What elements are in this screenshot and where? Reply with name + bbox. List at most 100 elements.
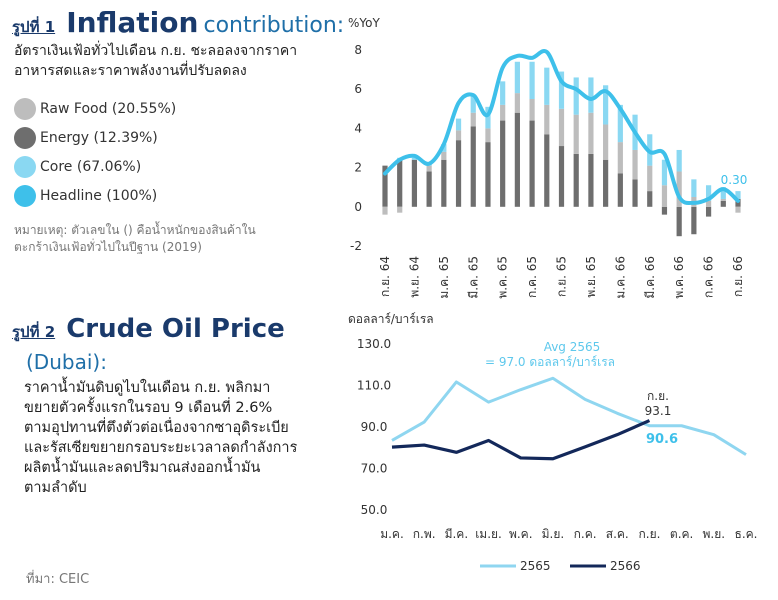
core-swatch (14, 156, 36, 178)
bar-core (514, 61, 520, 94)
x-tick-label: พ.ค. 66 (672, 256, 686, 299)
sep-2565-value-label: 90.6 (646, 432, 678, 447)
bar-raw-food (720, 198, 726, 201)
x-tick-label: ต.ค. (670, 527, 693, 541)
x-tick-label: มี.ค. 65 (466, 256, 480, 299)
bar-core (588, 77, 594, 113)
bar-energy (617, 173, 623, 207)
x-tick-label: พ.ย. (703, 527, 726, 541)
x-tick-label: ก.ย. 64 (378, 256, 392, 297)
bar-energy (529, 120, 535, 207)
bar-raw-food (735, 206, 741, 213)
bar-raw-food (573, 114, 579, 154)
bar-energy (485, 142, 491, 207)
avg-2565-label-line1: Avg 2565 (544, 340, 601, 354)
figure1-unit: %YoY (348, 16, 380, 30)
x-tick-label: ก.ย. 66 (731, 256, 745, 297)
y-tick-label: 130.0 (357, 337, 391, 351)
bar-raw-food (470, 112, 476, 127)
bar-raw-food (397, 206, 403, 213)
x-tick-label: ม.ค. 66 (613, 256, 627, 299)
x-tick-label: ก.ค. 66 (702, 256, 716, 298)
bar-energy (603, 159, 609, 207)
bar-core (500, 81, 506, 105)
figure2-desc-line: ตามอุปทานที่ตึงตัวต่อเนื่องจากซาอุดิระเบ… (24, 420, 289, 436)
bar-core (720, 187, 726, 199)
bar-energy (382, 165, 388, 207)
x-tick-label: พ.ย. 64 (407, 256, 421, 298)
bar-energy (426, 171, 432, 207)
sep-2566-label-line2: 93.1 (645, 404, 672, 418)
x-tick-label: ก.พ. (413, 527, 436, 541)
bar-raw-food (617, 142, 623, 174)
bar-energy (705, 206, 712, 217)
bar-raw-food (485, 128, 491, 143)
bar-raw-food (603, 124, 609, 160)
bar-energy (691, 206, 697, 235)
figure2-title-bold: Crude Oil Price (66, 314, 285, 344)
bar-energy (500, 120, 506, 207)
legend-core: Core (67.06%) (14, 156, 141, 178)
legend-raw-food: Raw Food (20.55%) (14, 98, 176, 120)
headline-last-value-label: 0.30 (721, 173, 748, 187)
figure2-unit: ดอลลาร์/บาร์เรล (348, 312, 434, 326)
legend-label-2565: 2565 (520, 559, 551, 573)
figure2-desc-line: ผลิตน้ำมันและลดปริมาณส่งออกน้ำมัน (24, 460, 261, 476)
figure1-desc-line2: อาหารสดและราคาพลังงานที่ปรับลดลง (14, 63, 247, 79)
legend-energy: Energy (12.39%) (14, 127, 158, 149)
figure2-desc: ราคาน้ำมันดิบดูไบในเดือน ก.ย. พลิกมา ขยา… (24, 378, 344, 498)
figure1-note-line2: ตะกร้าเงินเฟ้อทั่วไปในปีฐาน (2019) (14, 240, 202, 254)
figure2-heading: รูปที่ 2 Crude Oil Price (12, 314, 285, 344)
figure2-label: รูปที่ 2 (12, 323, 56, 341)
bar-energy (661, 206, 668, 215)
bar-core (617, 104, 623, 143)
legend-energy-label: Energy (12.39%) (40, 130, 158, 146)
bar-core (470, 95, 476, 113)
bar-energy (455, 140, 462, 207)
bar-core (411, 157, 418, 160)
y-tick-label: 6 (354, 82, 362, 96)
bar-core (661, 159, 668, 186)
y-tick-label: 8 (354, 43, 362, 57)
legend-core-label: Core (67.06%) (40, 159, 142, 175)
bar-raw-food (514, 93, 520, 113)
x-tick-label: มี.ค. 66 (643, 256, 657, 299)
bar-core (558, 71, 565, 109)
bar-raw-food (588, 112, 594, 154)
x-tick-label: ก.ย. (638, 527, 660, 541)
oil-price-chart: 50.0 70.0 90.0 110.0 130.0 ม.ค. ก.พ. มี.ค. เม.ย… (357, 337, 758, 573)
bar-energy (441, 159, 447, 207)
y-tick-label: 4 (354, 121, 362, 135)
bar-energy (588, 153, 594, 207)
bar-raw-food (676, 171, 682, 207)
x-tick-label: ส.ค. (606, 527, 629, 541)
bar-core (485, 106, 491, 129)
bar-energy (632, 179, 638, 207)
figure1-note-line1: หมายเหตุ: ตัวเลขใน () คือน้ำหนักของสินค้… (14, 223, 256, 237)
x-tick-label: มี.ค. (445, 527, 469, 541)
figure2-title-rest: (Dubai): (26, 350, 107, 374)
bar-core (705, 185, 712, 201)
bar-core (735, 191, 741, 199)
bar-core (529, 61, 535, 99)
figure2-desc-line: ราคาน้ำมันดิบดูไบในเดือน ก.ย. พลิกมา (24, 380, 271, 396)
legend-raw-food-label: Raw Food (20.55%) (40, 101, 177, 117)
y-tick-label: 110.0 (357, 379, 391, 393)
figure1-desc-line1: อัตราเงินเฟ้อทั่วไปเดือน ก.ย. ชะลอลงจากร… (14, 43, 298, 59)
x-tick-label: ก.ย. 65 (555, 256, 569, 297)
bar-energy (514, 112, 520, 207)
bar-raw-food (661, 185, 668, 207)
bar-raw-food (705, 200, 712, 207)
bar-core (603, 85, 609, 125)
bar-raw-food (529, 99, 535, 121)
x-tick-label: พ.ค. (509, 527, 533, 541)
bar-energy (573, 153, 579, 207)
oil-line-2565 (391, 376, 747, 456)
bar-raw-food (647, 165, 653, 192)
bar-energy (676, 206, 682, 237)
x-tick-label: พ.ค. 65 (496, 256, 510, 299)
figure1-title-bold: Inflation (66, 6, 199, 39)
bar-energy (544, 134, 550, 207)
bar-raw-food (544, 104, 550, 135)
raw-food-swatch (14, 98, 36, 120)
